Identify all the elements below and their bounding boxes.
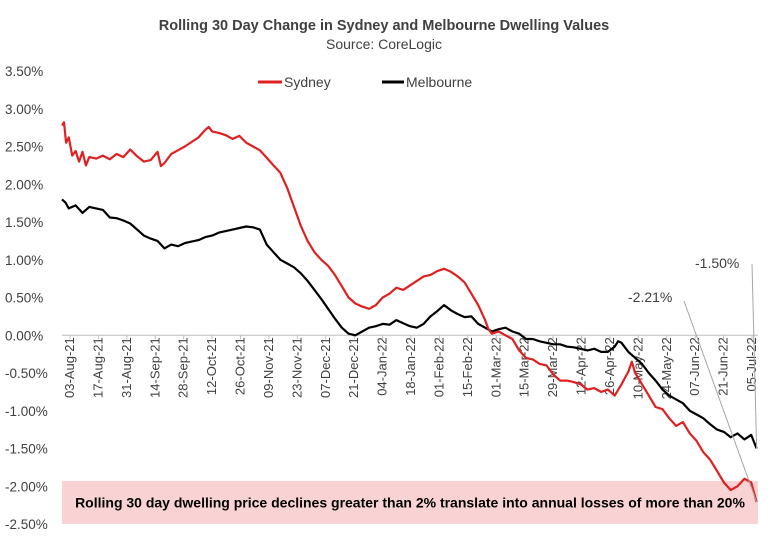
x-tick-label: 26-Oct-21 xyxy=(233,337,248,395)
y-tick-label: 3.50% xyxy=(5,64,43,79)
y-tick-label: -1.50% xyxy=(5,442,48,457)
series-line-melbourne xyxy=(61,198,758,449)
x-tick-label: 01-Feb-22 xyxy=(431,337,446,397)
annotation-melbourne-last: -1.50% xyxy=(695,255,739,271)
x-tick-label: 15-Mar-22 xyxy=(517,337,532,397)
x-axis: 03-Aug-21 17-Aug-21 31-Aug-21 14-Sep-21 28-S… xyxy=(62,335,759,399)
x-tick-label: 21-Dec-21 xyxy=(346,337,361,398)
x-tick-label: 12-Oct-21 xyxy=(204,337,219,395)
y-tick-label: -2.00% xyxy=(5,479,48,494)
x-tick-label: 24-May-22 xyxy=(659,337,674,399)
y-axis: 3.50% 3.00% 2.50% 2.00% 1.50% 1.00% 0.50% 0.00%… xyxy=(5,64,48,532)
legend: Sydney Melbourne xyxy=(258,74,472,90)
y-tick-label: -1.00% xyxy=(5,404,48,419)
x-tick-label: 09-Nov-21 xyxy=(261,337,276,398)
series-layer xyxy=(61,121,758,503)
y-tick-label: 2.00% xyxy=(5,177,43,192)
x-tick-label: 07-Jun-22 xyxy=(687,337,702,396)
y-tick-label: 0.50% xyxy=(5,291,43,306)
chart-title: Rolling 30 Day Change in Sydney and Melb… xyxy=(159,18,609,34)
x-tick-label: 07-Dec-21 xyxy=(318,337,333,398)
x-tick-label: 05-Jul-22 xyxy=(744,337,759,391)
x-tick-label: 14-Sep-21 xyxy=(147,337,162,398)
y-tick-label: 1.50% xyxy=(5,215,43,230)
highlight-band xyxy=(62,480,758,524)
x-tick-label: 04-Jan-22 xyxy=(375,337,390,396)
x-tick-label: 12-Apr-22 xyxy=(574,337,589,395)
y-tick-label: 2.50% xyxy=(5,140,43,155)
x-tick-label: 15-Feb-22 xyxy=(460,337,475,397)
highlight-band-text: Rolling 30 day dwelling price declines g… xyxy=(75,494,745,510)
annotation-leader-melbourne xyxy=(751,263,758,449)
x-tick-label: 01-Mar-22 xyxy=(488,337,503,397)
series-line-sydney xyxy=(61,121,758,503)
x-tick-label: 29-Mar-22 xyxy=(545,337,560,397)
legend-label-sydney: Sydney xyxy=(284,74,331,90)
y-tick-label: -2.50% xyxy=(5,517,48,532)
y-tick-label: 3.00% xyxy=(5,102,43,117)
x-tick-label: 18-Jan-22 xyxy=(403,337,418,396)
y-tick-label: 0.00% xyxy=(5,328,43,343)
x-tick-label: 10-May-22 xyxy=(630,337,645,399)
legend-label-melbourne: Melbourne xyxy=(406,74,472,90)
chart-subtitle: Source: CoreLogic xyxy=(326,36,442,52)
annotations: -1.50% -2.21% xyxy=(628,255,758,503)
annotation-leader-sydney xyxy=(683,300,758,503)
x-tick-label: 03-Aug-21 xyxy=(62,337,77,398)
y-tick-label: 1.00% xyxy=(5,253,43,268)
x-tick-label: 17-Aug-21 xyxy=(90,337,105,398)
x-tick-label: 31-Aug-21 xyxy=(119,337,134,398)
x-tick-label: 21-Jun-22 xyxy=(716,337,731,396)
x-tick-label: 28-Sep-21 xyxy=(176,337,191,398)
y-tick-label: -0.50% xyxy=(5,366,48,381)
x-tick-label: 23-Nov-21 xyxy=(289,337,304,398)
annotation-sydney-last: -2.21% xyxy=(628,289,672,305)
